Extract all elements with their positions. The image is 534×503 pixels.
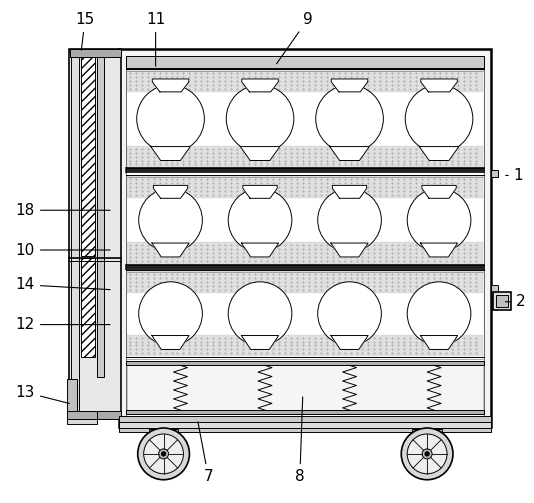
Circle shape: [228, 282, 292, 346]
Polygon shape: [152, 336, 189, 350]
Bar: [491, 171, 498, 178]
Bar: [127, 70, 483, 92]
Circle shape: [407, 434, 447, 474]
Circle shape: [422, 449, 432, 459]
Text: 9: 9: [277, 12, 312, 64]
Text: 10: 10: [15, 242, 110, 258]
Text: 12: 12: [15, 317, 110, 332]
Bar: [493, 292, 511, 310]
Bar: [69, 49, 121, 419]
Polygon shape: [331, 336, 368, 350]
Polygon shape: [240, 146, 280, 160]
Bar: [496, 295, 508, 307]
Bar: [81, 258, 95, 358]
Polygon shape: [331, 79, 368, 92]
Text: 1: 1: [506, 168, 523, 183]
Circle shape: [318, 282, 381, 346]
Bar: [119, 428, 491, 432]
Circle shape: [138, 428, 190, 480]
Text: 13: 13: [15, 385, 69, 403]
Bar: [67, 411, 97, 419]
Polygon shape: [243, 186, 277, 198]
Polygon shape: [330, 146, 370, 160]
Circle shape: [407, 188, 471, 252]
Polygon shape: [419, 146, 459, 160]
Circle shape: [162, 452, 166, 456]
Text: 18: 18: [15, 203, 110, 218]
Polygon shape: [420, 336, 458, 350]
Bar: [126, 410, 484, 414]
Bar: [81, 57, 95, 256]
Polygon shape: [421, 79, 457, 92]
Bar: [119, 422, 491, 428]
Circle shape: [425, 452, 429, 456]
Circle shape: [137, 85, 205, 152]
Polygon shape: [151, 146, 190, 160]
Bar: [127, 57, 483, 420]
Bar: [127, 242, 483, 264]
Bar: [119, 416, 491, 424]
Circle shape: [318, 188, 381, 252]
Circle shape: [139, 282, 202, 346]
Bar: [97, 57, 104, 377]
Bar: [71, 57, 79, 411]
Polygon shape: [152, 243, 189, 257]
Polygon shape: [422, 186, 456, 198]
Bar: [126, 56, 484, 68]
Bar: [127, 145, 483, 167]
Bar: [126, 56, 484, 421]
Polygon shape: [241, 243, 279, 257]
Polygon shape: [152, 79, 189, 92]
Text: 15: 15: [75, 12, 95, 50]
Bar: [127, 177, 483, 198]
Circle shape: [316, 85, 383, 152]
Polygon shape: [67, 411, 97, 424]
Circle shape: [226, 85, 294, 152]
Bar: [127, 364, 483, 411]
Circle shape: [401, 428, 453, 480]
Polygon shape: [241, 336, 279, 350]
Text: 8: 8: [295, 397, 304, 484]
Circle shape: [144, 434, 184, 474]
Circle shape: [405, 85, 473, 152]
Text: 7: 7: [198, 422, 213, 484]
Bar: [127, 334, 483, 357]
Bar: [69, 411, 121, 419]
Polygon shape: [331, 243, 368, 257]
Circle shape: [407, 282, 471, 346]
Circle shape: [228, 188, 292, 252]
Polygon shape: [242, 79, 278, 92]
Bar: [67, 379, 77, 419]
Polygon shape: [420, 243, 458, 257]
Polygon shape: [153, 186, 188, 198]
Text: 14: 14: [15, 277, 110, 292]
Bar: [126, 361, 484, 365]
Polygon shape: [332, 186, 367, 198]
Bar: [491, 285, 498, 292]
Bar: [412, 429, 442, 438]
Circle shape: [159, 449, 169, 459]
Bar: [119, 49, 491, 427]
Bar: [70, 49, 121, 57]
Text: 11: 11: [146, 12, 165, 66]
Text: 2: 2: [506, 294, 525, 309]
Bar: [127, 271, 483, 293]
Circle shape: [139, 188, 202, 252]
Bar: [148, 429, 178, 438]
